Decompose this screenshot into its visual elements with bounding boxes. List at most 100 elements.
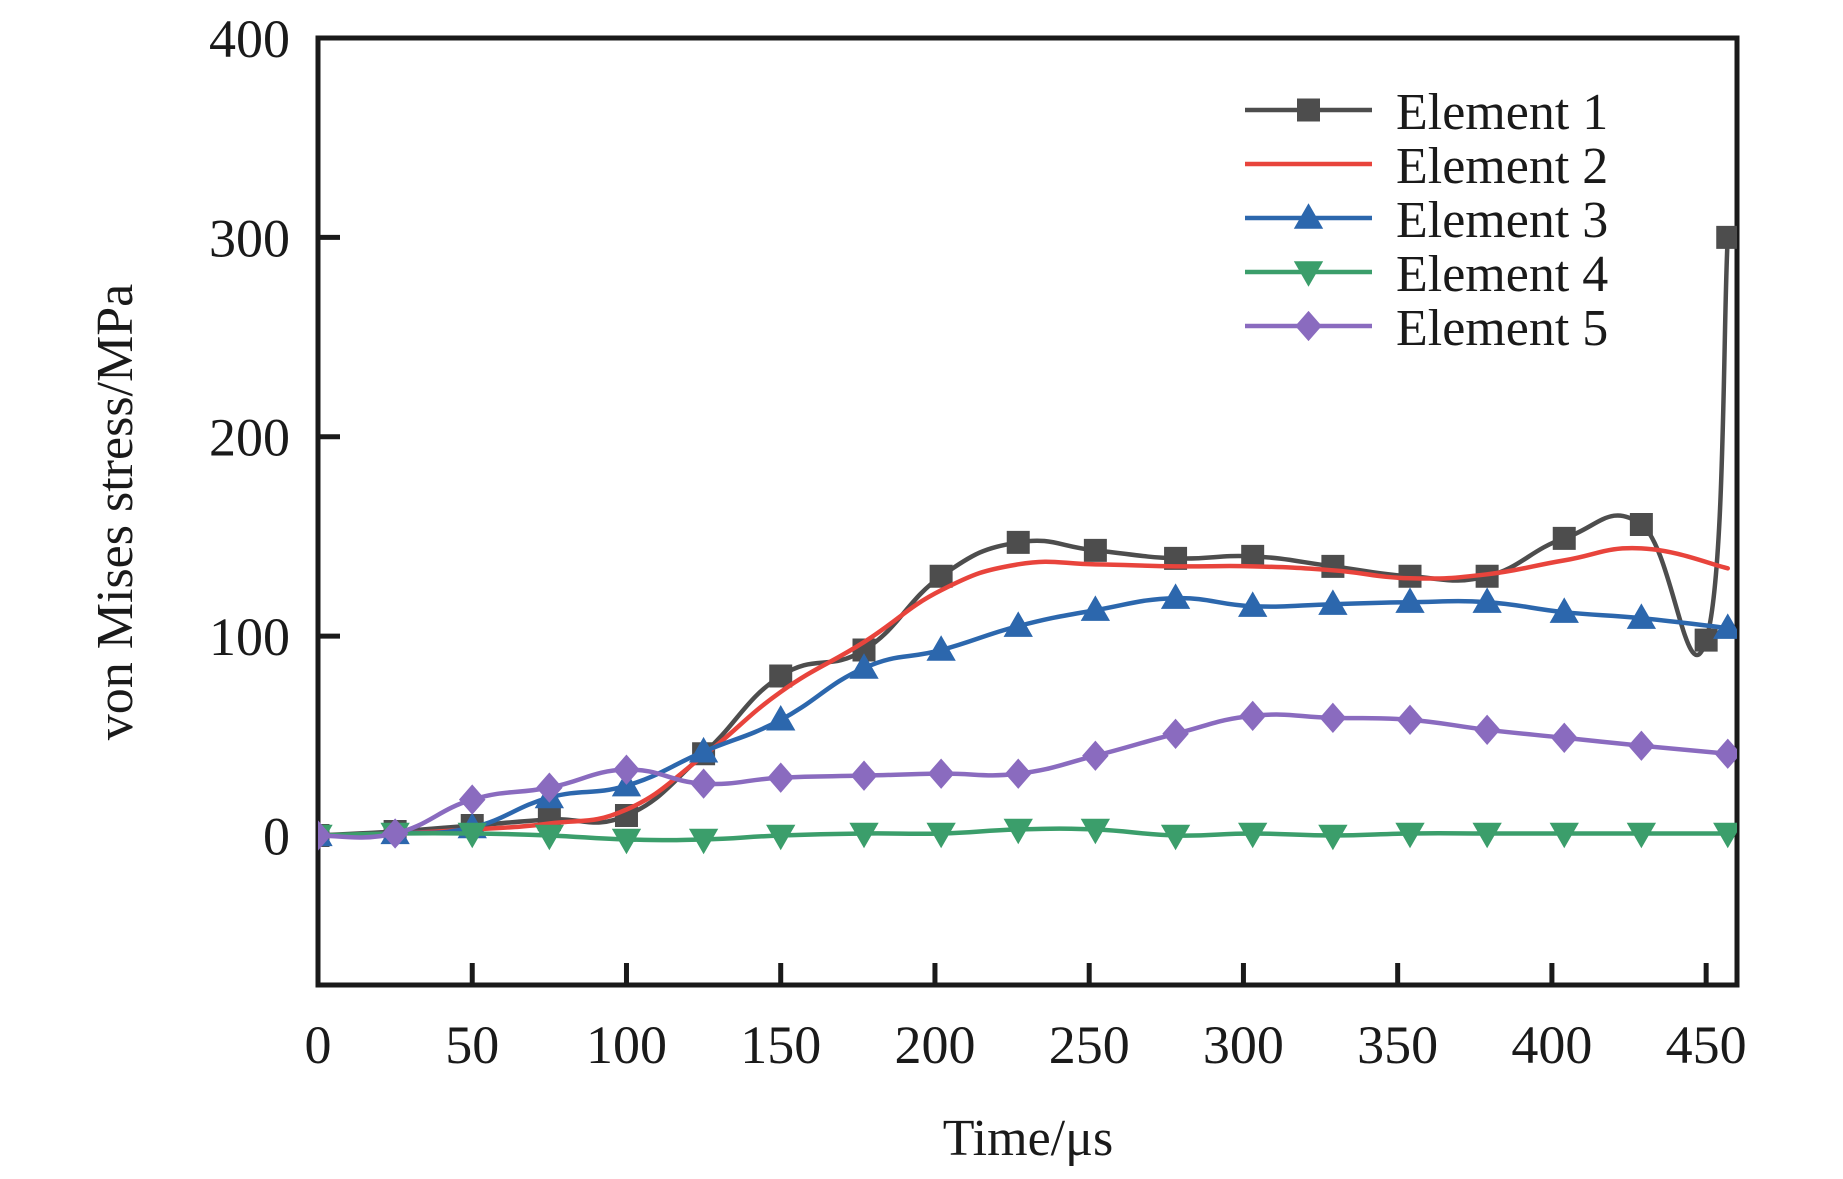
- data-point-marker: [1472, 587, 1502, 613]
- data-point-marker: [457, 822, 487, 849]
- data-point-marker: [536, 772, 563, 803]
- data-point-marker: [1395, 587, 1425, 613]
- y-axis-tick-labels: 0 100 200 300 400: [209, 9, 290, 866]
- data-point-marker: [611, 828, 642, 855]
- data-point-marker: [1552, 526, 1576, 550]
- data-point-marker: [1629, 512, 1653, 536]
- data-point-marker: [1628, 730, 1655, 761]
- data-point-marker: [1694, 628, 1718, 652]
- data-series-group: [318, 225, 1737, 855]
- data-point-marker: [1004, 758, 1032, 789]
- data-point-marker: [1083, 538, 1107, 562]
- data-point-marker: [1164, 546, 1188, 570]
- y-tick-label-0: 0: [263, 806, 290, 866]
- x-tick-label-350: 350: [1357, 1015, 1438, 1075]
- data-point-marker: [1160, 583, 1191, 609]
- legend-label-2: Element 2: [1396, 138, 1608, 195]
- y-tick-label-100: 100: [209, 607, 290, 667]
- data-point-marker: [1318, 824, 1348, 851]
- legend-label-4: Element 4: [1396, 246, 1608, 303]
- data-point-marker: [1160, 824, 1191, 851]
- y-tick-label-300: 300: [209, 208, 290, 268]
- x-axis-title: Time/μs: [943, 1110, 1113, 1167]
- data-point-marker: [1396, 704, 1424, 735]
- legend-item-5[interactable]: Element 5: [1245, 300, 1608, 357]
- x-tick-label-300: 300: [1203, 1015, 1284, 1075]
- x-axis-tick-labels: 0 50 100 150 200 250 300 350 400 450: [305, 1015, 1747, 1075]
- data-point-marker: [1003, 611, 1033, 637]
- x-axis-ticks: [315, 963, 1709, 985]
- data-point-marker: [1713, 613, 1737, 639]
- data-point-marker: [1550, 722, 1578, 753]
- data-point-marker: [1395, 822, 1425, 849]
- data-point-marker: [1238, 822, 1268, 849]
- data-point-marker: [1473, 714, 1501, 745]
- data-point-marker: [1716, 225, 1737, 249]
- data-point-marker: [1006, 530, 1030, 554]
- data-point-marker: [688, 736, 719, 763]
- legend-label-3: Element 3: [1396, 192, 1608, 249]
- series-element-4: [318, 818, 1737, 855]
- data-point-marker: [690, 768, 717, 799]
- x-tick-label-50: 50: [445, 1015, 499, 1075]
- x-tick-label-0: 0: [305, 1015, 332, 1075]
- data-point-marker: [767, 762, 794, 793]
- data-point-marker: [1082, 740, 1109, 771]
- data-point-marker: [1549, 822, 1579, 849]
- x-tick-label-400: 400: [1511, 1015, 1592, 1075]
- data-point-marker: [1003, 818, 1033, 845]
- data-point-marker: [458, 784, 486, 815]
- legend-label-5: Element 5: [1396, 300, 1608, 357]
- data-point-marker: [613, 754, 640, 785]
- data-point-marker: [1626, 822, 1657, 849]
- data-point-marker: [1319, 702, 1347, 734]
- legend-item-3[interactable]: Element 3: [1245, 192, 1608, 249]
- y-axis-title: von Mises stress/MPa: [87, 284, 144, 740]
- legend-item-2[interactable]: Element 2: [1245, 138, 1608, 195]
- series-element-2: [318, 545, 1730, 838]
- data-point-marker: [1080, 595, 1111, 621]
- series-element-5: [318, 700, 1737, 851]
- data-point-marker: [1162, 718, 1189, 749]
- data-point-marker: [534, 824, 565, 851]
- data-point-marker: [927, 758, 955, 789]
- data-point-marker: [926, 822, 956, 849]
- legend-marker-diamond-icon: [1295, 310, 1322, 342]
- data-point-marker: [1472, 822, 1502, 849]
- data-point-marker: [766, 705, 796, 731]
- x-tick-label-250: 250: [1049, 1015, 1130, 1075]
- data-point-marker: [1239, 700, 1266, 732]
- legend-item-4[interactable]: Element 4: [1245, 246, 1608, 303]
- data-point-marker: [926, 635, 956, 661]
- legend-item-1[interactable]: Element 1: [1245, 84, 1608, 141]
- x-tick-label-100: 100: [586, 1015, 667, 1075]
- data-point-marker: [1714, 738, 1737, 769]
- x-tick-label-150: 150: [740, 1015, 821, 1075]
- data-point-marker: [1318, 589, 1348, 615]
- data-point-marker: [1321, 554, 1345, 578]
- data-point-marker: [1238, 591, 1268, 617]
- legend-label-1: Element 1: [1396, 84, 1608, 141]
- data-point-marker: [850, 760, 878, 791]
- data-point-marker: [381, 818, 409, 849]
- legend-marker-triangle-up-icon: [1293, 203, 1324, 229]
- data-point-marker: [849, 822, 879, 849]
- x-tick-label-450: 450: [1666, 1015, 1747, 1075]
- legend-marker-triangle-down-icon: [1293, 261, 1324, 287]
- data-point-marker: [1080, 818, 1111, 845]
- data-point-marker: [769, 664, 793, 688]
- legend-marker-square-icon: [1297, 98, 1320, 122]
- y-tick-label-200: 200: [209, 408, 290, 468]
- data-point-marker: [1713, 822, 1737, 849]
- data-point-marker: [1626, 603, 1657, 629]
- data-point-marker: [849, 653, 879, 679]
- data-point-marker: [766, 824, 796, 851]
- y-tick-label-400: 400: [209, 9, 290, 69]
- data-point-marker: [1549, 597, 1579, 623]
- plot-frame: [315, 35, 1740, 988]
- data-point-marker: [688, 828, 719, 855]
- x-tick-label-200: 200: [894, 1015, 975, 1075]
